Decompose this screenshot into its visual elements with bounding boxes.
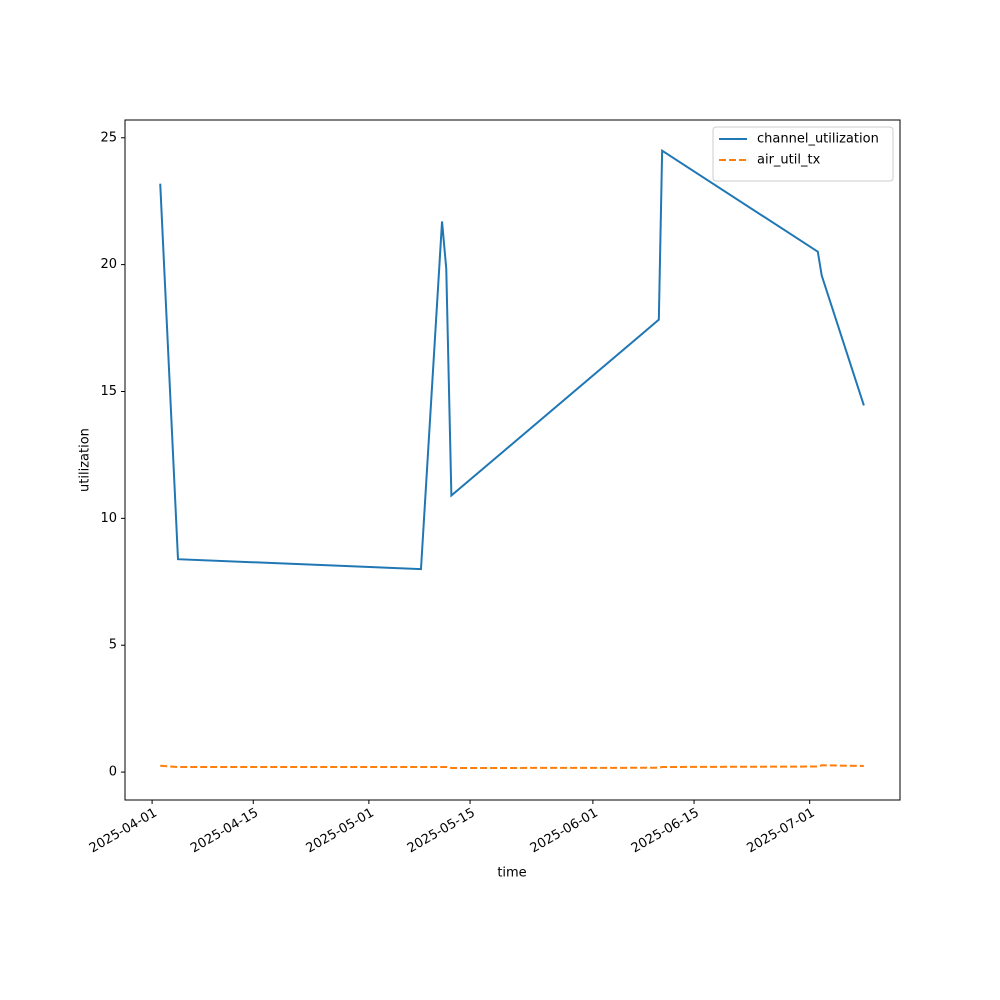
plot-frame — [124, 119, 901, 801]
y-tick-label: 5 — [109, 638, 117, 653]
series-line — [160, 764, 864, 770]
y-tick-label: 20 — [100, 257, 117, 272]
legend-box — [712, 126, 894, 182]
legend-label: channel_utilization — [757, 132, 879, 147]
y-tick-label: 25 — [100, 130, 117, 145]
y-tick-label: 15 — [100, 384, 117, 399]
x-axis-label: time — [497, 866, 526, 881]
y-axis-label: utilization — [78, 428, 93, 492]
y-tick-label: 10 — [100, 511, 117, 526]
series-line — [159, 148, 865, 571]
y-tick-label: 0 — [109, 765, 117, 780]
legend-label: air_util_tx — [757, 153, 821, 168]
